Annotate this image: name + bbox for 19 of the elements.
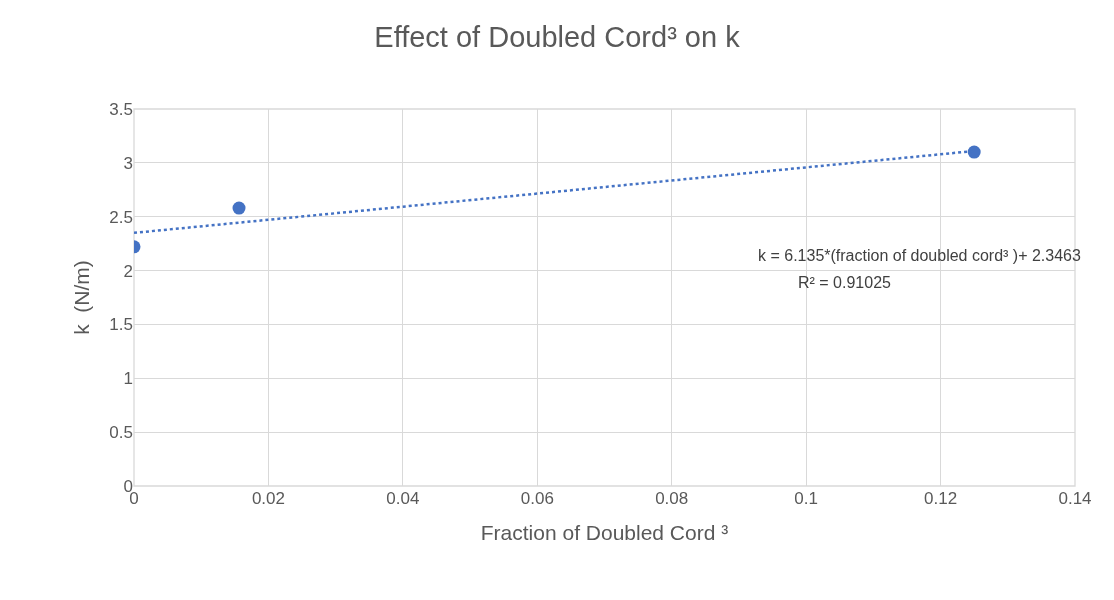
x-tick-label: 0.14 [1058, 489, 1092, 508]
x-tick-label: 0.04 [386, 489, 420, 508]
y-tick-label: 1 [123, 369, 133, 389]
x-tick-label: 0.06 [520, 489, 554, 508]
annotation: R² = 0.91025 [798, 274, 892, 291]
y-axis-title: k (N/m) [69, 260, 93, 335]
x-tick-label: 0.12 [924, 489, 958, 508]
x-tick-label: 0.1 [794, 489, 818, 508]
y-tick-label: 2 [123, 261, 133, 281]
x-tick-label: 0.08 [655, 489, 689, 508]
x-axis-title: Fraction of Doubled Cord ³ [480, 521, 729, 545]
chart-title: Effect of Doubled Cord³ on k [374, 21, 741, 54]
y-tick-label: 0.5 [109, 423, 133, 443]
y-tick-label: 1.5 [109, 315, 133, 335]
y-tick-label: 3 [123, 153, 133, 173]
y-tick-label: 3.5 [109, 99, 133, 119]
x-tick-label: 0.02 [251, 489, 285, 508]
annotation: k = 6.135*(fraction of doubled cord³ )+ 2.3463 [758, 247, 1081, 264]
y-tick-label: 2.5 [109, 207, 133, 227]
